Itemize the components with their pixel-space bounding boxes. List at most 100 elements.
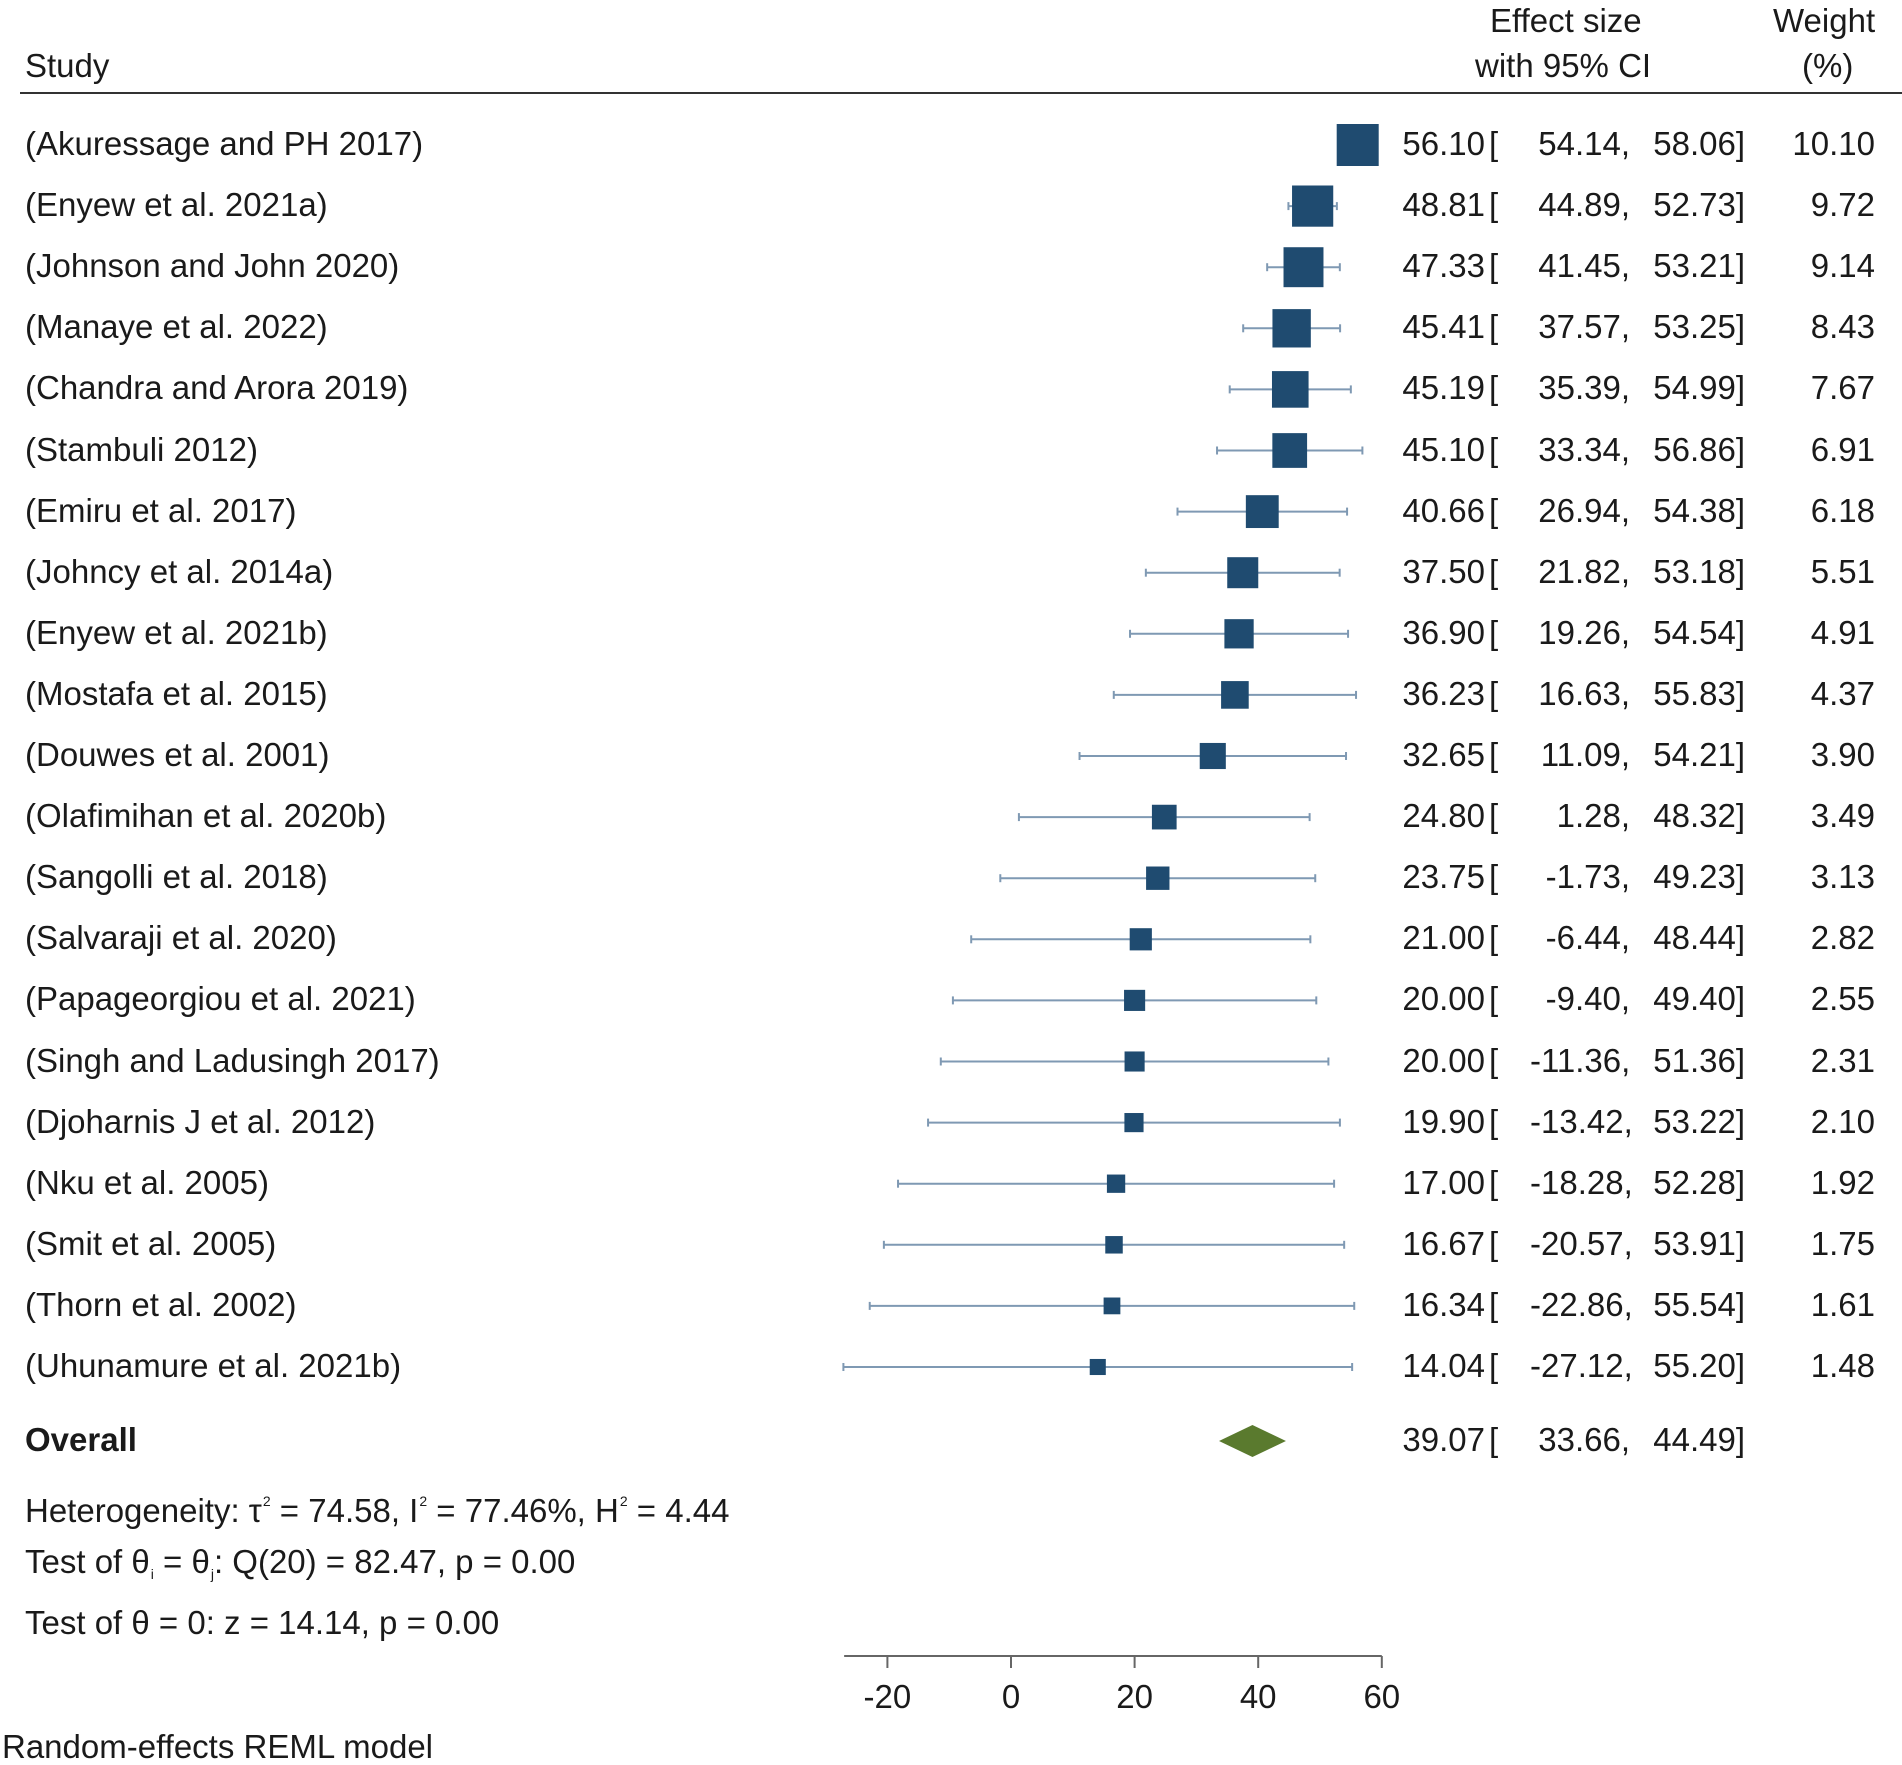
ci-high: 54.21] [1653, 736, 1745, 773]
ci-bracket: [ [1489, 613, 1499, 651]
ci-bracket: [ [1489, 1163, 1499, 1201]
effect-marker [1283, 247, 1324, 288]
effect-marker [1124, 1113, 1144, 1133]
ci-bracket: [ [1489, 736, 1499, 773]
ci-low: 19.26, [1538, 613, 1630, 651]
weight-header-line2: (%) [1802, 47, 1854, 84]
effect-marker [1245, 495, 1279, 529]
ci-low: -6.44, [1545, 919, 1630, 957]
ci-low: 26.94, [1538, 491, 1630, 529]
effect-size-header-line1: Effect size [1490, 2, 1642, 39]
weight-value: 9.72 [1810, 186, 1875, 224]
ci-bracket: [ [1489, 1102, 1499, 1140]
ci-high: 55.54] [1653, 1285, 1745, 1323]
study-label: (Salvaraji et al. 2020) [25, 919, 337, 957]
weight-value: 2.10 [1810, 1102, 1875, 1140]
study-label: (Manaye et al. 2022) [25, 308, 328, 346]
study-label: (Olafimihan et al. 2020b) [25, 797, 387, 835]
weight-header-line1: Weight [1773, 2, 1876, 39]
study-label: (Johncy et al. 2014a) [25, 552, 334, 590]
study-label: (Smit et al. 2005) [25, 1224, 277, 1262]
effect-size: 14.04 [1402, 1347, 1485, 1384]
weight-value: 4.37 [1810, 674, 1875, 712]
study-label: (Thorn et al. 2002) [25, 1285, 297, 1323]
ci-low: 35.39, [1538, 369, 1630, 407]
ci-bracket: [ [1489, 125, 1499, 162]
study-label: (Nku et al. 2005) [25, 1163, 269, 1201]
ci-high: 54.99] [1653, 369, 1745, 407]
ci-bracket: [ [1489, 1041, 1499, 1079]
weight-value: 1.61 [1810, 1285, 1875, 1323]
study-label: (Singh and Ladusingh 2017) [25, 1041, 440, 1079]
ci-high: 52.28] [1653, 1163, 1745, 1201]
ci-high: 48.44] [1653, 919, 1745, 957]
ci-bracket: [ [1489, 858, 1499, 896]
overall-ci-high: 44.49] [1653, 1421, 1745, 1458]
effect-size: 24.80 [1402, 797, 1485, 835]
weight-value: 7.67 [1810, 369, 1875, 407]
study-label: (Chandra and Arora 2019) [25, 369, 409, 407]
effect-marker [1199, 742, 1226, 770]
ci-low: -13.42, [1530, 1102, 1633, 1140]
ci-high: 49.23] [1653, 858, 1745, 896]
ci-bracket: [ [1489, 1347, 1499, 1384]
ci-high: 58.06] [1653, 125, 1745, 162]
effect-marker [1224, 619, 1254, 649]
effect-marker [1124, 1051, 1145, 1072]
overall-bracket: [ [1489, 1421, 1499, 1458]
effect-size: 48.81 [1402, 186, 1485, 224]
ci-low: 37.57, [1538, 308, 1630, 346]
effect-size: 36.23 [1402, 674, 1485, 712]
ci-low: -18.28, [1530, 1163, 1633, 1201]
weight-value: 2.31 [1810, 1041, 1875, 1079]
weight-value: 2.82 [1810, 919, 1875, 957]
effect-size: 45.41 [1402, 308, 1485, 346]
weight-value: 9.14 [1810, 247, 1875, 285]
study-label: (Johnson and John 2020) [25, 247, 400, 285]
effect-size: 23.75 [1402, 858, 1485, 896]
effect-marker [1151, 804, 1177, 830]
weight-value: 3.13 [1810, 858, 1875, 896]
weight-value: 6.91 [1810, 430, 1875, 468]
homogeneity-test: Test of θi = θj: Q(20) = 82.47, p = 0.00 [25, 1543, 576, 1582]
ci-bracket: [ [1489, 797, 1499, 835]
ci-high: 51.36] [1653, 1041, 1745, 1079]
overall-effect-test: Test of θ = 0: z = 14.14, p = 0.00 [25, 1604, 500, 1641]
ci-low: 1.28, [1556, 797, 1630, 835]
ci-low: 11.09, [1540, 736, 1630, 773]
weight-value: 3.49 [1810, 797, 1875, 835]
ci-bracket: [ [1489, 247, 1499, 285]
ci-high: 56.86] [1653, 430, 1745, 468]
ci-low: -20.57, [1530, 1224, 1633, 1262]
effect-size: 40.66 [1402, 491, 1485, 529]
ci-low: -1.73, [1545, 858, 1630, 896]
study-label: (Douwes et al. 2001) [25, 736, 330, 773]
weight-value: 2.55 [1810, 980, 1875, 1018]
ci-high: 48.32] [1653, 797, 1745, 835]
ci-high: 54.54] [1653, 613, 1745, 651]
axis-tick-label: 60 [1363, 1678, 1400, 1715]
ci-bracket: [ [1489, 674, 1499, 712]
study-label: (Mostafa et al. 2015) [25, 674, 328, 712]
ci-bracket: [ [1489, 1285, 1499, 1323]
ci-low: 21.82, [1538, 552, 1630, 590]
effect-size: 45.10 [1402, 430, 1485, 468]
effect-size: 19.90 [1402, 1102, 1485, 1140]
effect-marker [1105, 1236, 1123, 1254]
effect-size: 21.00 [1402, 919, 1485, 957]
study-label: (Enyew et al. 2021b) [25, 613, 328, 651]
study-label: (Papageorgiou et al. 2021) [25, 980, 416, 1018]
model-note: Random-effects REML model [2, 1728, 434, 1765]
ci-high: 53.18] [1653, 552, 1745, 590]
ci-bracket: [ [1489, 308, 1499, 346]
weight-value: 1.75 [1810, 1224, 1875, 1262]
ci-high: 55.20] [1653, 1347, 1745, 1384]
ci-bracket: [ [1489, 919, 1499, 957]
effect-marker [1146, 866, 1170, 890]
effect-size: 17.00 [1402, 1163, 1485, 1201]
study-label: (Uhunamure et al. 2021b) [25, 1347, 402, 1384]
weight-value: 4.91 [1810, 613, 1875, 651]
ci-high: 53.22] [1653, 1102, 1745, 1140]
overall-diamond [1219, 1425, 1286, 1457]
